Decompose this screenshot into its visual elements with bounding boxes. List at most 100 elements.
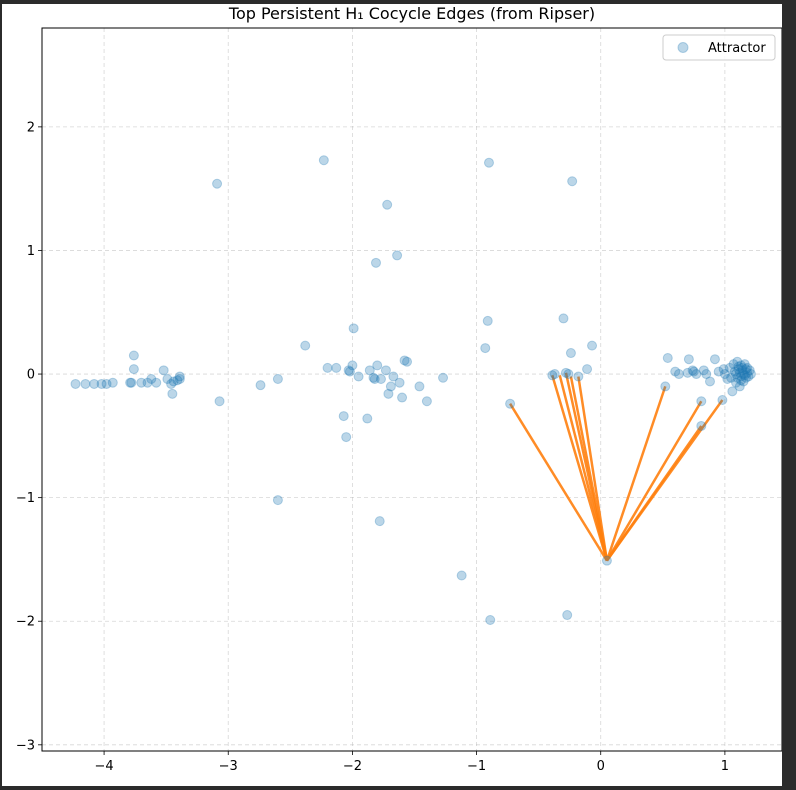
data-point	[382, 199, 393, 210]
data-point	[718, 364, 729, 375]
data-point	[744, 365, 755, 376]
data-point	[691, 369, 702, 380]
data-point	[166, 378, 177, 389]
y-tick-label: −2	[16, 615, 35, 630]
edge-layer	[509, 372, 724, 562]
data-point	[587, 340, 598, 351]
data-point	[687, 365, 698, 376]
data-point	[738, 376, 749, 387]
data-point	[255, 380, 266, 391]
data-point	[724, 362, 735, 373]
data-point	[547, 370, 558, 381]
data-point	[370, 257, 381, 268]
data-point	[347, 360, 358, 371]
data-point	[167, 388, 178, 399]
data-point	[737, 365, 748, 376]
data-point	[482, 315, 493, 326]
legend-label: Attractor	[708, 41, 766, 56]
data-point	[383, 388, 394, 399]
data-point	[380, 365, 391, 376]
data-point	[713, 366, 724, 377]
data-point	[146, 373, 157, 384]
data-point	[272, 373, 283, 384]
data-point	[374, 516, 385, 527]
data-point	[214, 396, 225, 407]
data-point	[662, 352, 673, 363]
data-point	[402, 356, 413, 367]
data-point	[737, 362, 748, 373]
data-point	[719, 369, 730, 380]
data-point	[338, 411, 349, 422]
data-point	[368, 372, 379, 383]
data-point	[736, 371, 747, 382]
data-point	[729, 366, 740, 377]
data-point	[399, 355, 410, 366]
data-point	[740, 364, 751, 375]
data-point	[212, 178, 223, 189]
data-point	[364, 365, 375, 376]
data-point	[385, 381, 396, 392]
data-point	[174, 371, 185, 382]
data-point	[388, 371, 399, 382]
y-tick-label: 0	[27, 368, 35, 383]
data-point	[732, 356, 743, 367]
data-point	[717, 395, 728, 406]
data-point	[734, 367, 745, 378]
data-point	[456, 570, 467, 581]
data-point	[731, 369, 742, 380]
data-point	[128, 364, 139, 375]
data-point	[698, 365, 709, 376]
data-point	[736, 360, 747, 371]
data-point	[558, 313, 569, 324]
data-point	[567, 176, 578, 187]
data-point	[174, 373, 185, 384]
data-point	[565, 348, 576, 359]
data-point	[731, 377, 742, 388]
data-point	[341, 432, 352, 443]
data-point	[126, 377, 137, 388]
x-tick-label: −1	[467, 759, 486, 774]
scatter-chart: Top Persistent H₁ Cocycle Edges (from Ri…	[16, 4, 783, 774]
data-point	[136, 377, 147, 388]
data-point	[743, 371, 754, 382]
data-point	[151, 377, 162, 388]
data-point	[80, 378, 91, 389]
data-point	[736, 375, 747, 386]
data-point	[704, 376, 715, 387]
x-tick-label: −4	[94, 759, 113, 774]
data-point	[101, 378, 112, 389]
data-point	[70, 378, 81, 389]
data-point	[673, 369, 684, 380]
data-point	[300, 340, 311, 351]
tick-layer: −4 −3 −2 −1 0 1 −3 −2 −1 0 1 2	[16, 120, 729, 774]
data-point	[107, 377, 118, 388]
data-point	[562, 610, 573, 621]
data-point	[733, 361, 744, 372]
data-point	[734, 381, 745, 392]
data-point	[728, 359, 739, 370]
data-point	[438, 372, 449, 383]
cocycle-edge	[605, 399, 724, 562]
data-point	[582, 364, 593, 375]
data-point	[369, 373, 380, 384]
data-point	[414, 381, 425, 392]
data-point	[573, 371, 584, 382]
data-point	[421, 396, 432, 407]
data-point	[322, 362, 333, 373]
data-point	[549, 369, 560, 380]
x-tick-label: 0	[597, 759, 605, 774]
data-point	[483, 157, 494, 168]
data-point	[485, 614, 496, 625]
data-point	[696, 420, 707, 431]
data-point	[344, 366, 355, 377]
data-point	[739, 359, 750, 370]
data-point	[331, 362, 342, 373]
data-point	[89, 378, 100, 389]
data-point	[343, 365, 354, 376]
data-point	[168, 376, 179, 387]
legend-box	[662, 34, 776, 61]
data-point	[128, 350, 139, 361]
data-point	[353, 371, 364, 382]
data-point	[701, 369, 712, 380]
cocycle-edge	[509, 403, 608, 562]
